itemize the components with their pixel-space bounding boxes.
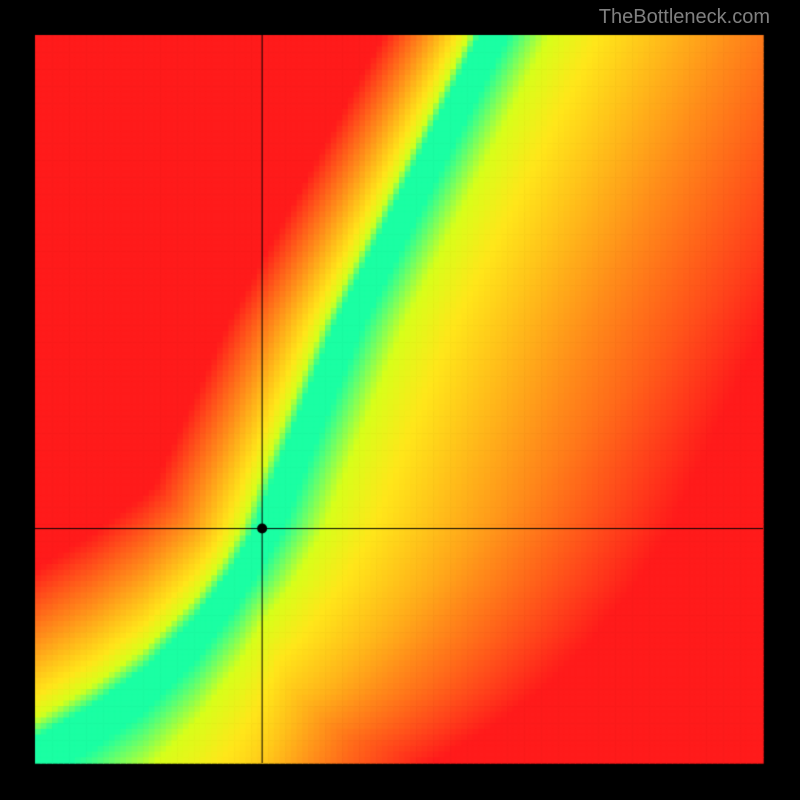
bottleneck-heatmap	[0, 0, 800, 800]
watermark-text: TheBottleneck.com	[599, 6, 770, 29]
